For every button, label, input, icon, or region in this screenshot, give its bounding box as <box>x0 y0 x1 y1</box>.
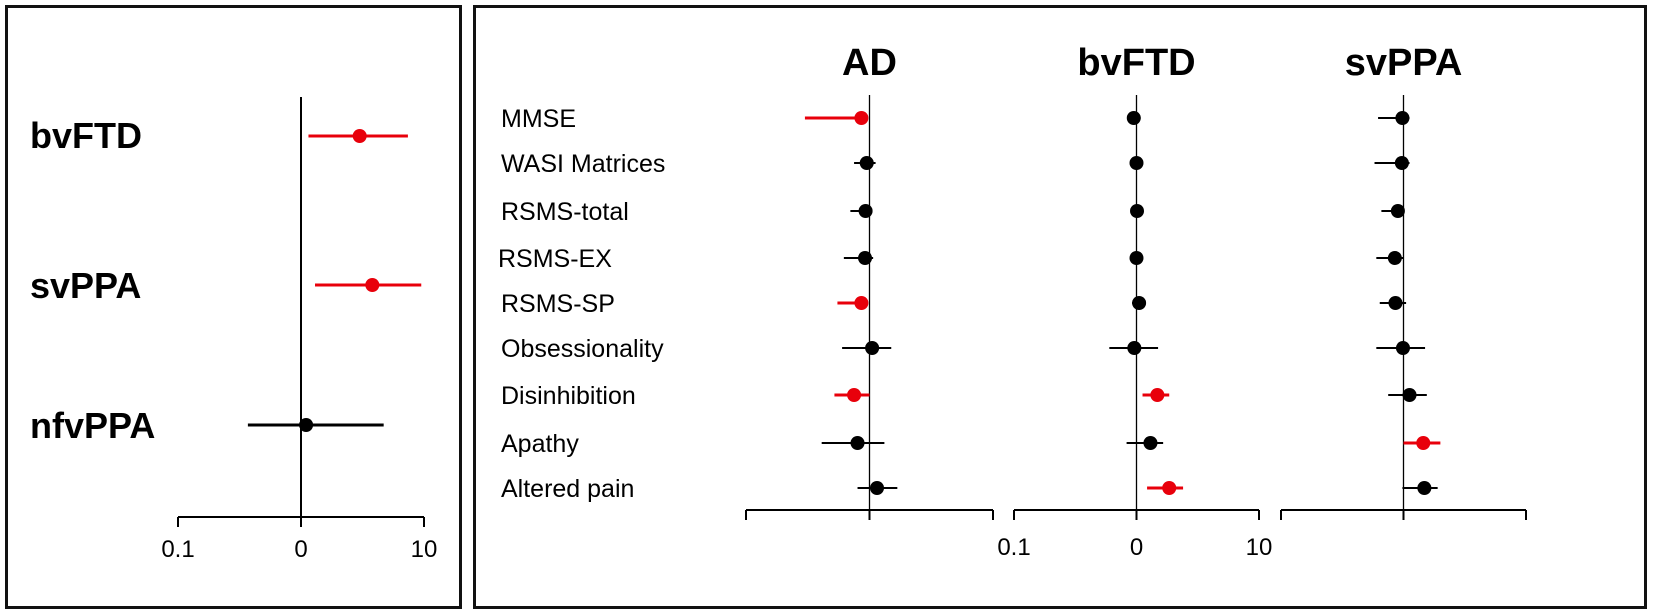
point-estimate <box>854 111 869 125</box>
point-estimate <box>1127 341 1142 355</box>
point-estimate <box>1394 156 1409 170</box>
row-label: MMSE <box>501 105 576 133</box>
point-estimate <box>859 156 874 170</box>
point-estimate <box>1402 388 1417 402</box>
panel-title: AD <box>842 42 897 84</box>
x-tick-label: 0.1 <box>161 536 194 563</box>
point-estimate <box>858 251 873 265</box>
point-estimate <box>858 204 873 218</box>
point-estimate <box>365 278 380 292</box>
panel-title: svPPA <box>1345 42 1463 84</box>
right-forest-plot-panel: MMSE WASI Matrices RSMS-total RSMS-EX RSMS-S… <box>473 5 1647 609</box>
row-label: nfvPPA <box>30 405 155 446</box>
point-estimate <box>1395 111 1410 125</box>
row-label: RSMS-total <box>501 198 629 226</box>
point-estimate <box>1126 111 1141 125</box>
point-estimate <box>1417 481 1432 495</box>
x-tick-label: 0 <box>294 536 307 563</box>
left-forest-plot: 0.1 0 10 bvFTD svPPA nfvPPA <box>30 97 438 563</box>
x-tick-label: 10 <box>1246 534 1273 561</box>
point-estimate <box>299 418 314 432</box>
x-tick-label: 10 <box>411 536 438 563</box>
right-forest-plot-grid: MMSE WASI Matrices RSMS-total RSMS-EX RSMS-S… <box>498 42 1527 561</box>
point-estimate <box>865 341 880 355</box>
point-estimate <box>352 129 367 143</box>
row-label: bvFTD <box>30 115 142 156</box>
row-label: Apathy <box>501 430 579 458</box>
point-estimate <box>1132 296 1147 310</box>
point-estimate <box>847 388 862 402</box>
point-estimate <box>1129 251 1144 265</box>
row-label: WASI Matrices <box>501 150 665 178</box>
row-label: Obsessionality <box>501 335 664 363</box>
row-label: Altered pain <box>501 475 634 503</box>
point-estimate <box>1143 436 1158 450</box>
left-forest-plot-panel: 0.1 0 10 bvFTD svPPA nfvPPA <box>5 5 462 609</box>
point-estimate <box>854 296 869 310</box>
point-estimate <box>1388 296 1403 310</box>
point-estimate <box>1387 251 1402 265</box>
x-tick-label: 0.1 <box>997 534 1030 561</box>
row-label: svPPA <box>30 265 141 306</box>
point-estimate <box>869 481 884 495</box>
row-label: Disinhibition <box>501 382 636 410</box>
x-tick-label: 0 <box>1130 534 1143 561</box>
point-estimate <box>1390 204 1405 218</box>
row-label: RSMS-SP <box>501 290 615 318</box>
point-estimate <box>850 436 865 450</box>
point-estimate <box>1150 388 1165 402</box>
panel-title: bvFTD <box>1077 42 1195 84</box>
point-estimate <box>1129 156 1144 170</box>
point-estimate <box>1162 481 1177 495</box>
point-estimate <box>1416 436 1431 450</box>
row-label: RSMS-EX <box>498 245 612 273</box>
point-estimate <box>1395 341 1410 355</box>
point-estimate <box>1130 204 1145 218</box>
